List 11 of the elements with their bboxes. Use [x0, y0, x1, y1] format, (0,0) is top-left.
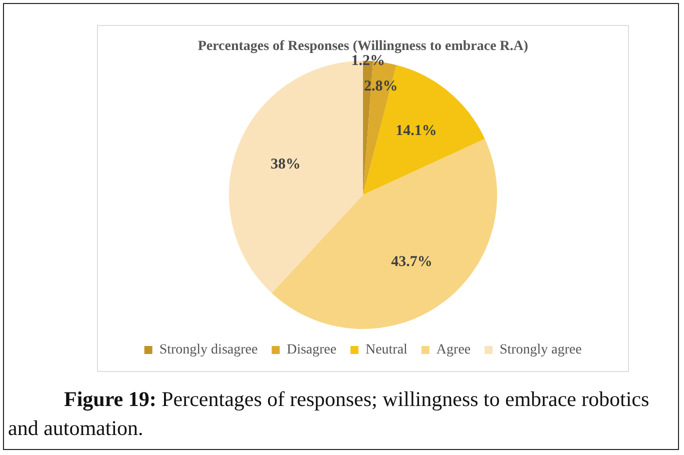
- data-label: 14.1%: [396, 122, 437, 139]
- chart-title: Percentages of Responses (Willingness to embrace R.A): [198, 39, 529, 54]
- legend-label: Strongly agree: [500, 342, 582, 358]
- caption: Figure 19: Percentages of responses; willingness to embrace robotics and automation.: [8, 387, 650, 440]
- data-label: 2.8%: [364, 78, 398, 94]
- data-label: 43.7%: [391, 254, 432, 270]
- legend-label: Strongly disagree: [159, 342, 258, 358]
- data-label: 38%: [270, 156, 301, 172]
- legend-label: Neutral: [365, 342, 408, 358]
- legend-label: Agree: [436, 342, 471, 358]
- legend-label: Disagree: [286, 342, 336, 358]
